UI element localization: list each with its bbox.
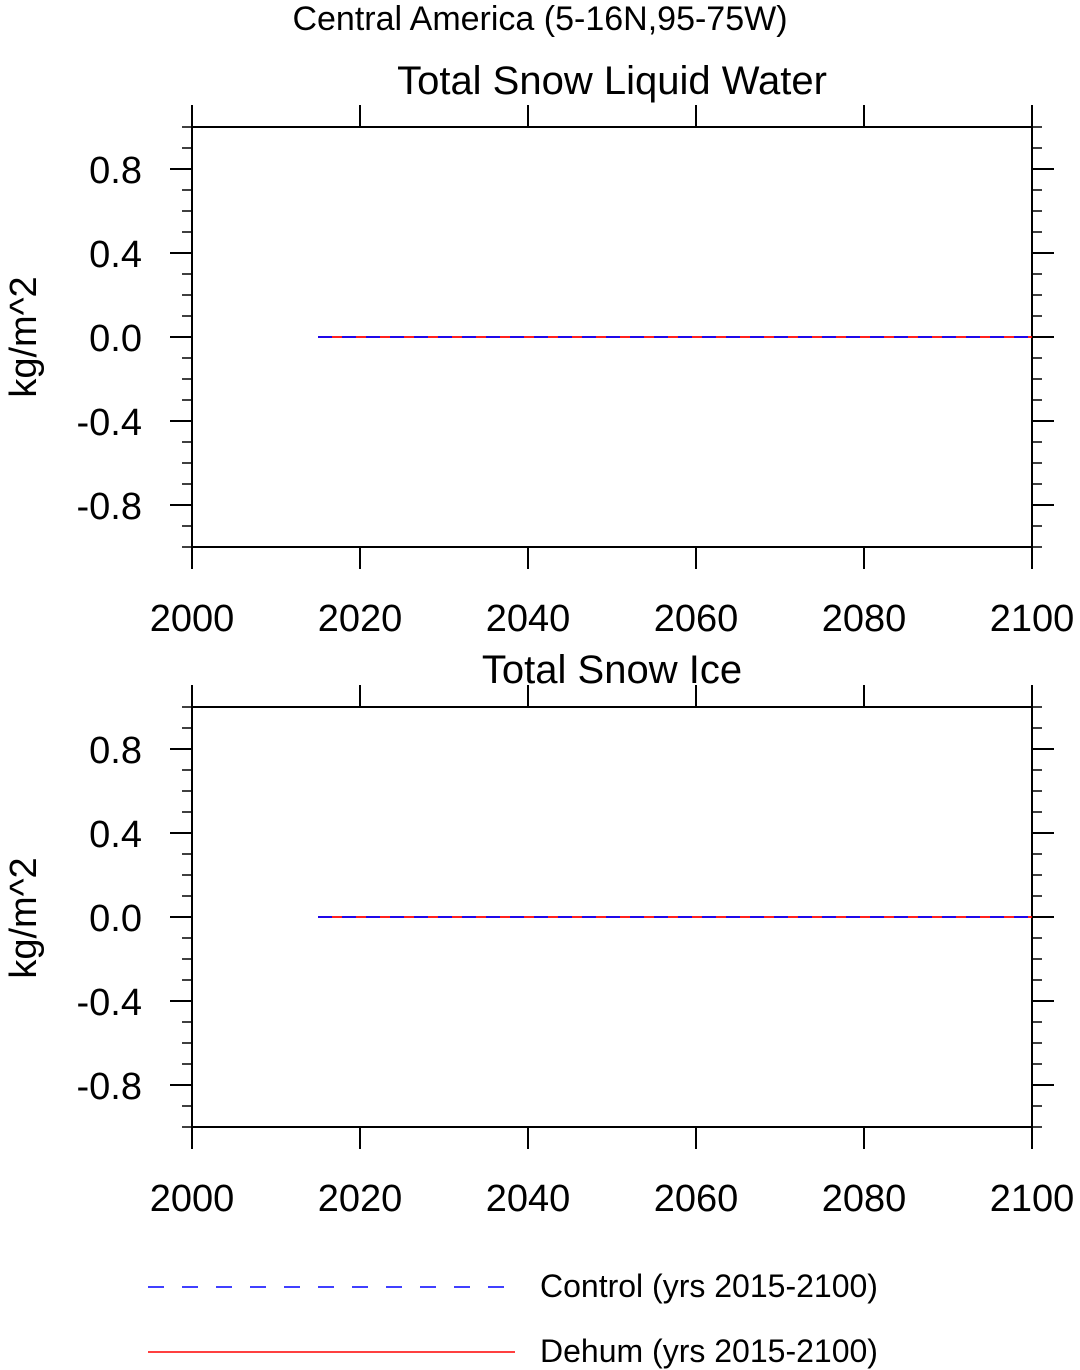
x-tick-label: 2000 — [150, 598, 235, 640]
y-tick-label: 0.4 — [89, 814, 142, 856]
y-axis-label: kg/m^2 — [3, 857, 45, 978]
x-tick-label: 2040 — [486, 1178, 571, 1220]
x-tick-label: 2080 — [822, 1178, 907, 1220]
x-tick-label: 2060 — [654, 598, 739, 640]
panel-total-snow-ice: Total Snow Ice kg/m^2 2000 2020 2040 2060 20… — [3, 648, 1074, 1220]
y-tick-label: 0.8 — [89, 730, 142, 772]
panel-title: Total Snow Liquid Water — [397, 59, 827, 103]
legend-label-control: Control (yrs 2015-2100) — [540, 1268, 878, 1304]
y-tick-label: -0.8 — [77, 486, 142, 528]
x-tick-label: 2040 — [486, 598, 571, 640]
y-tick-label: 0.4 — [89, 234, 142, 276]
figure-suptitle: Central America (5-16N,95-75W) — [292, 0, 787, 38]
x-tick-label: 2100 — [990, 598, 1075, 640]
legend-label-dehum: Dehum (yrs 2015-2100) — [540, 1333, 878, 1369]
y-tick-label: -0.4 — [77, 402, 142, 444]
x-tick-label: 2020 — [318, 598, 403, 640]
y-tick-label: 0.8 — [89, 150, 142, 192]
x-tick-label: 2020 — [318, 1178, 403, 1220]
y-axis-label: kg/m^2 — [3, 276, 45, 397]
x-tick-label: 2100 — [990, 1178, 1075, 1220]
y-tick-label: -0.4 — [77, 982, 142, 1024]
panel-title: Total Snow Ice — [482, 648, 742, 692]
y-tick-label: -0.8 — [77, 1066, 142, 1108]
x-tick-label: 2080 — [822, 598, 907, 640]
y-tick-label: 0.0 — [89, 318, 142, 360]
legend: Control (yrs 2015-2100) Dehum (yrs 2015-… — [148, 1268, 878, 1369]
x-tick-label: 2000 — [150, 1178, 235, 1220]
x-tick-label: 2060 — [654, 1178, 739, 1220]
y-tick-label: 0.0 — [89, 898, 142, 940]
panel-total-snow-liquid-water: Total Snow Liquid Water kg/m^2 2000 2020 2… — [3, 59, 1074, 640]
